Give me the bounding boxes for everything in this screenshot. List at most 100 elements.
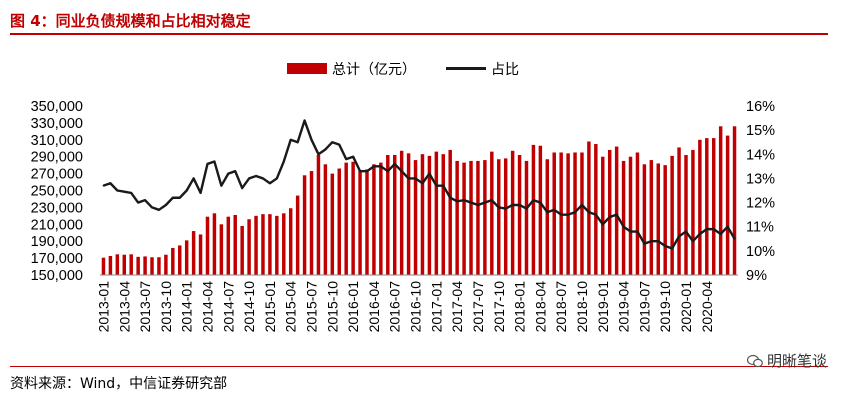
- y-left-tick-label: 290,000: [31, 150, 83, 166]
- footer-rule: [10, 366, 828, 367]
- bar: [178, 245, 182, 275]
- line-path: [103, 119, 736, 250]
- x-tick-label: 2016-01: [345, 281, 361, 333]
- bar: [413, 160, 418, 275]
- bar: [316, 155, 321, 275]
- line-point: [636, 230, 639, 233]
- line-point: [178, 196, 181, 199]
- bar: [670, 155, 674, 275]
- legend: 总计（亿元） 占比: [287, 61, 519, 77]
- line-point: [116, 189, 119, 192]
- line-point: [581, 204, 583, 206]
- bar: [240, 225, 244, 275]
- bar: [275, 215, 279, 275]
- x-tick-label: 2018-10: [574, 281, 590, 333]
- line-point: [303, 119, 306, 122]
- line-point: [324, 148, 327, 151]
- bar: [226, 216, 231, 275]
- x-tick-label: 2020-01: [678, 281, 694, 333]
- line-point: [130, 192, 133, 194]
- line-point: [629, 230, 632, 233]
- line-point: [338, 143, 341, 146]
- bar: [406, 153, 411, 275]
- line-point: [282, 160, 285, 163]
- line-point: [643, 242, 646, 245]
- line-point: [463, 199, 465, 202]
- watermark: 明晰笔谈: [746, 350, 827, 371]
- y-left-tick-label: 210,000: [31, 217, 83, 233]
- line-point: [227, 172, 230, 175]
- line-point: [352, 155, 355, 158]
- bar: [157, 257, 161, 275]
- bar: [122, 254, 127, 275]
- x-tick-label: 2014-10: [241, 281, 257, 333]
- x-tick-label: 2013-04: [116, 281, 132, 333]
- bar: [649, 160, 654, 275]
- bar: [330, 173, 335, 275]
- bar: [607, 149, 612, 275]
- x-tick-label: 2014-07: [220, 281, 236, 333]
- bar: [601, 156, 605, 275]
- bar: [677, 147, 681, 275]
- bar: [524, 160, 529, 275]
- bar: [483, 160, 487, 275]
- x-tick-label: 2013-07: [137, 281, 153, 333]
- bar: [295, 195, 300, 275]
- x-tick-label: 2018-01: [512, 281, 528, 333]
- line-point: [442, 184, 445, 187]
- y-right-tick-label: 16%: [746, 99, 775, 115]
- x-tick-label: 2017-04: [449, 281, 465, 333]
- line-point: [123, 190, 126, 193]
- legend-label-bar: 总计（亿元）: [332, 61, 416, 77]
- y-right-tick-label: 9%: [746, 268, 767, 284]
- line-point: [269, 182, 271, 185]
- x-tick-label: 2017-10: [491, 281, 507, 333]
- y-right-tick-label: 15%: [746, 123, 775, 139]
- bar: [510, 150, 515, 275]
- line-point: [546, 211, 549, 214]
- line-point: [137, 201, 140, 204]
- x-tick-label: 2018-07: [553, 281, 569, 333]
- line-point: [386, 170, 389, 173]
- x-tick-label: 2014-04: [200, 281, 216, 333]
- bar: [247, 219, 251, 275]
- line-point: [560, 213, 563, 216]
- line-point: [511, 204, 514, 206]
- line-point: [151, 206, 153, 209]
- bar: [351, 161, 355, 275]
- x-tick-label: 2019-10: [657, 281, 673, 333]
- line-point: [109, 182, 112, 185]
- bar: [531, 144, 536, 275]
- bar: [434, 151, 439, 275]
- y-left-tick-label: 310,000: [31, 133, 83, 149]
- bar: [392, 155, 397, 275]
- line-point: [220, 184, 223, 187]
- line-point: [199, 192, 202, 194]
- line-point: [428, 172, 431, 175]
- line-point: [192, 177, 195, 180]
- line-point: [185, 189, 188, 192]
- bar: [233, 215, 237, 275]
- bar: [705, 138, 709, 275]
- line-point: [490, 199, 493, 202]
- bar: [386, 155, 390, 275]
- bar: [476, 160, 480, 275]
- line-point: [102, 184, 105, 187]
- line-point: [206, 163, 209, 165]
- legend-swatch-bar: [287, 63, 327, 74]
- y-right-tick-label: 11%: [746, 220, 774, 236]
- y-left-tick-label: 150,000: [31, 268, 83, 284]
- bar: [663, 165, 667, 275]
- source-note: 资料来源：Wind，中信证券研究部: [10, 376, 228, 392]
- x-tick-label: 2016-07: [387, 281, 403, 333]
- watermark-text: 明晰笔谈: [766, 352, 827, 370]
- line-point: [234, 170, 237, 173]
- x-tick-label: 2018-04: [532, 281, 548, 333]
- y-right-tick-label: 13%: [746, 171, 775, 187]
- line-point: [594, 213, 597, 216]
- wechat-icon: [746, 354, 763, 367]
- y-left-tick-label: 230,000: [31, 200, 83, 216]
- line-point: [525, 207, 528, 210]
- bar: [136, 256, 140, 275]
